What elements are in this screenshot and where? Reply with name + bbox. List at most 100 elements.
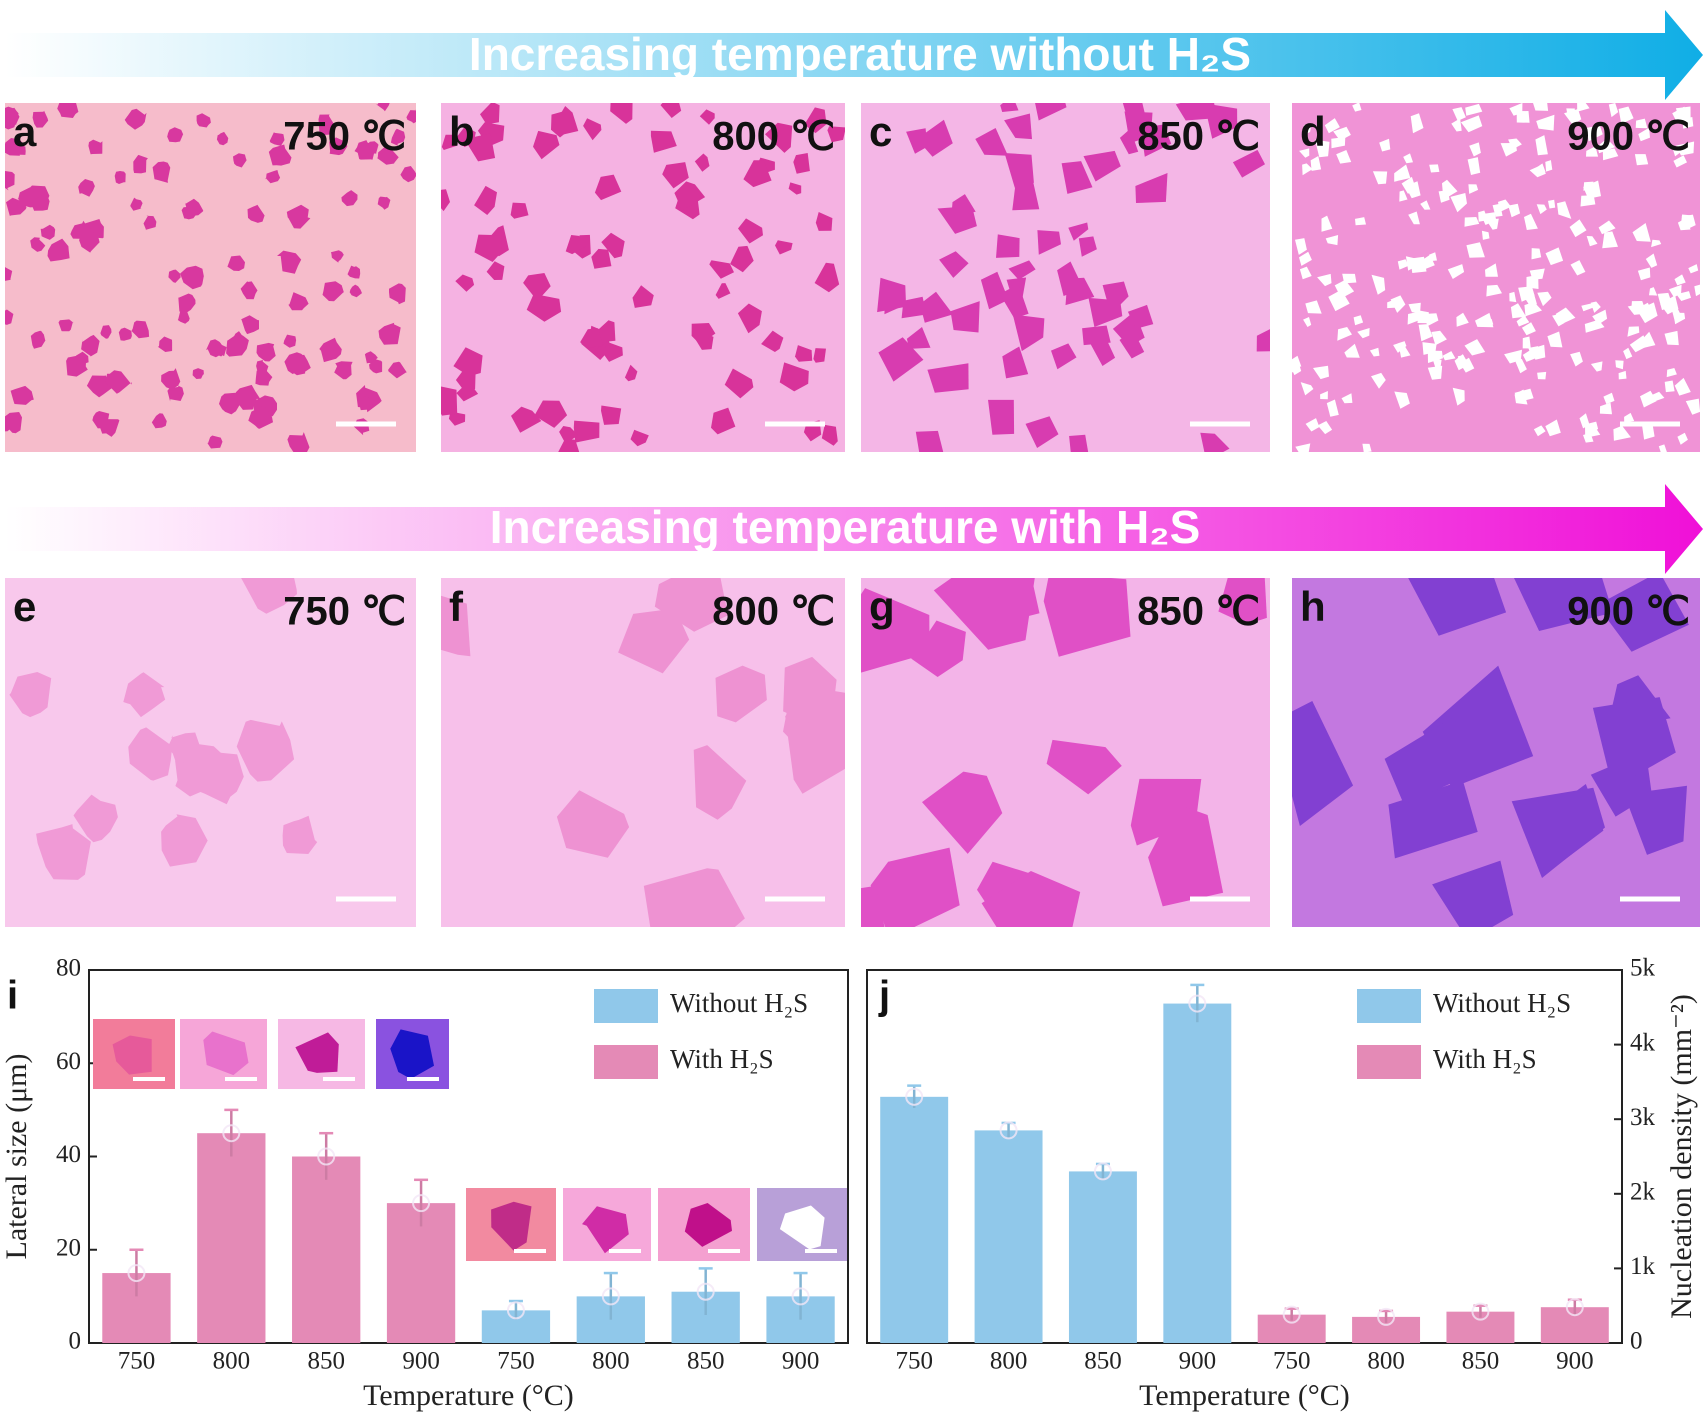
flake [1303,317,1312,327]
panel-temperature: 750 ℃ [283,115,406,159]
flake [1454,354,1469,371]
flake [1682,117,1694,129]
flake [265,170,281,184]
flake [1608,103,1619,118]
flake [1548,199,1556,209]
flake [911,620,966,677]
micrograph: b 800 ℃ [441,103,845,452]
flake [884,298,903,315]
flake [980,271,1009,310]
flake [114,171,126,184]
flake [1634,154,1649,166]
flake [1295,238,1307,255]
flake [660,103,682,118]
flake [975,128,1008,156]
flake [57,103,79,118]
flake [1082,325,1111,346]
flake [1331,137,1346,149]
flake [1579,413,1590,429]
marker [127,1264,146,1283]
flake [1529,268,1545,280]
legend-label: With H₂S [1433,1044,1537,1074]
flake [1337,327,1352,341]
flake [247,204,265,223]
flake [236,719,295,782]
flake [123,672,166,718]
flake [1450,193,1467,213]
panel-letter: i [7,974,18,1018]
y-tick-label: 0 [1630,1328,1643,1355]
flake [456,383,479,402]
flake [1398,344,1411,358]
plot-frame [866,969,1623,1344]
micrograph: c 850 ℃ [861,103,1270,452]
flake [1637,267,1651,281]
x-tick-label: 750 [1273,1348,1311,1375]
flake [73,794,118,843]
flake [9,672,52,718]
flake [376,103,390,112]
flake [1485,263,1498,277]
flake [1642,423,1655,440]
flake [406,108,416,124]
flake [388,361,408,379]
bar [197,1133,266,1343]
flake [534,400,568,428]
flake [1570,260,1586,276]
flake [580,328,604,348]
x-axis-label: Temperature (°C) [1139,1379,1350,1412]
micrograph-image [5,103,416,452]
flake [1564,109,1582,126]
panel-letter: d [1300,108,1326,155]
flake [1664,380,1675,393]
flake [268,144,292,166]
flake [1324,118,1340,134]
flake [36,824,91,880]
flake [207,435,223,449]
marker [999,1121,1018,1140]
flake [330,250,344,263]
flake [1299,148,1310,158]
flake [99,419,120,437]
flake [510,202,529,219]
flake [950,301,980,333]
flake [715,665,767,723]
flake [167,385,184,402]
flake [32,110,49,128]
flake [1685,398,1700,415]
flake [1061,161,1093,194]
flake [1410,113,1424,134]
flake [5,107,20,128]
flake [1673,155,1687,168]
flake [1451,118,1462,132]
flake [1466,242,1485,258]
flake [1511,787,1605,878]
x-tick-label: 800 [213,1348,251,1375]
flake [1310,156,1322,171]
flake [1452,387,1465,406]
flake [1078,236,1097,257]
flake [17,187,34,206]
flake [1317,273,1332,287]
flake [724,368,754,399]
flake [282,815,318,854]
flake [241,578,297,614]
marker [1282,1305,1301,1324]
flake [1420,200,1431,210]
flake [347,265,361,279]
flake [1509,103,1523,116]
flake [1522,336,1531,349]
flake [1623,347,1633,360]
flake [591,248,612,269]
micrograph-bg [5,103,416,452]
flake [1498,199,1512,212]
flake [1119,128,1139,155]
flake [1037,230,1061,255]
flake [1688,264,1699,274]
flake [761,330,784,352]
flake [1681,214,1696,230]
x-tick-label: 850 [687,1348,725,1375]
flake [288,291,309,311]
flake [779,362,809,392]
flake [1598,220,1616,235]
